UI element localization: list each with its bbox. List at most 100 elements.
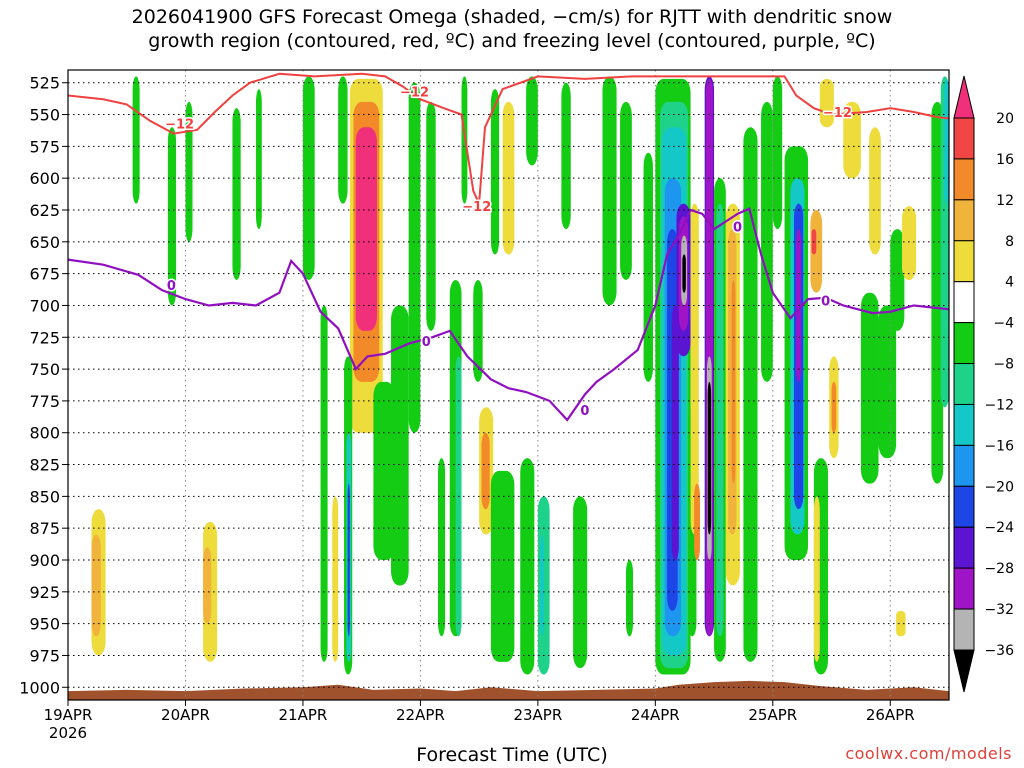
y-tick-label: 1000 (19, 678, 60, 697)
omega-band (473, 280, 483, 382)
freezing-level-label: 0 (580, 404, 589, 419)
freezing-level-label: 0 (821, 294, 830, 309)
omega-band (625, 560, 634, 637)
colorbar-segment (953, 281, 975, 324)
omega-band (520, 458, 535, 675)
chart-title-line1: 2026041900 GFS Forecast Omega (shaded, −… (131, 6, 893, 28)
colorbar-segment (953, 526, 975, 569)
omega-band (373, 381, 395, 560)
omega-band (490, 470, 515, 662)
omega-band (869, 127, 881, 255)
grid-lines (68, 70, 949, 700)
omega-band (772, 76, 783, 230)
omega-band (203, 547, 212, 624)
y-tick-label: 575 (29, 137, 60, 156)
omega-band (573, 496, 588, 669)
colorbar-segment (953, 608, 975, 651)
omega-band (426, 101, 436, 331)
y-tick-label: 975 (29, 646, 60, 665)
omega-band (743, 127, 758, 662)
dgz-label: −12 (462, 200, 491, 215)
omega-shading (91, 76, 949, 675)
y-axis: 525 550 575 600 625 650 675 700 725 750 775 800 825 8… (19, 74, 68, 697)
colorbar-label: −28 (984, 561, 1014, 577)
omega-band (132, 76, 140, 204)
omega-band (819, 78, 834, 128)
colorbar-label: −24 (984, 520, 1014, 536)
y-tick-label: 950 (29, 615, 60, 634)
colorbar-segment (953, 567, 975, 610)
omega-band (878, 305, 897, 459)
omega-band (896, 610, 906, 637)
colorbar-bottom-arrow (953, 649, 975, 693)
y-tick-label: 750 (29, 360, 60, 379)
omega-band (843, 101, 861, 179)
colorbar-label: 8 (1005, 234, 1014, 250)
colorbar-label: −8 (993, 357, 1014, 373)
x-tick-label: 19APR (44, 706, 93, 724)
y-tick-label: 625 (29, 201, 60, 220)
dgz-label: −12 (400, 86, 429, 101)
colorbar-top-arrow (953, 75, 975, 119)
freezing-level-line (68, 207, 949, 422)
omega-band (355, 127, 377, 331)
colorbar-segment (953, 240, 975, 283)
contour-lines (68, 72, 949, 422)
omega-band (620, 101, 632, 281)
terrain-layer (68, 680, 949, 700)
omega-band (167, 127, 177, 306)
omega-band (813, 496, 820, 662)
x-year-label: 2026 (49, 724, 87, 742)
omega-band (332, 496, 339, 662)
omega-band (707, 381, 712, 535)
omega-band (602, 76, 617, 306)
omega-band (643, 152, 653, 382)
y-tick-label: 675 (29, 265, 60, 284)
omega-band (185, 101, 193, 242)
colorbar-segment (953, 322, 975, 365)
x-tick-label: 22APR (396, 706, 445, 724)
colorbar-segment (953, 444, 975, 487)
y-tick-label: 700 (29, 296, 60, 315)
omega-band (761, 101, 773, 382)
omega-band (931, 101, 944, 484)
omega-band (255, 89, 262, 230)
colorbar-segment (953, 363, 975, 405)
freezing-level-label: 0 (422, 335, 431, 350)
x-tick-label: 21APR (279, 706, 328, 724)
omega-band (860, 292, 879, 484)
terrain-fill (68, 680, 949, 700)
y-tick-label: 875 (29, 519, 60, 538)
colorbar-label: −36 (984, 643, 1014, 659)
freezing-level-label: 0 (167, 279, 176, 294)
dgz-label: −12 (823, 106, 852, 121)
omega-band (338, 76, 348, 204)
omega-band (391, 305, 409, 586)
colorbar-label: 12 (996, 193, 1014, 209)
x-axis-label: Forecast Time (UTC) (416, 744, 608, 766)
colorbar: 20 16 12 8 4 −4 −8 −12 −16 −20 −24 −28 −32 −36 (953, 75, 1014, 693)
y-tick-label: 925 (29, 583, 60, 602)
y-tick-label: 850 (29, 487, 60, 506)
y-tick-label: 550 (29, 106, 60, 125)
omega-band (831, 381, 837, 433)
omega-band (481, 432, 490, 510)
omega-band (408, 82, 421, 433)
omega-band (526, 76, 538, 166)
colorbar-label: 4 (1005, 275, 1014, 291)
dgz-label: −12 (165, 117, 194, 132)
colorbar-segment (953, 158, 975, 201)
y-tick-label: 725 (29, 328, 60, 347)
colorbar-label: −4 (993, 316, 1014, 332)
colorbar-segment (953, 403, 975, 446)
omega-band (561, 82, 571, 230)
x-tick-label: 26APR (866, 706, 915, 724)
y-tick-label: 650 (29, 233, 60, 252)
omega-band (944, 78, 949, 204)
omega-band (232, 108, 241, 280)
omega-band (540, 534, 544, 637)
omega-band (694, 483, 700, 560)
omega-band (902, 206, 917, 280)
y-tick-label: 525 (29, 74, 60, 93)
